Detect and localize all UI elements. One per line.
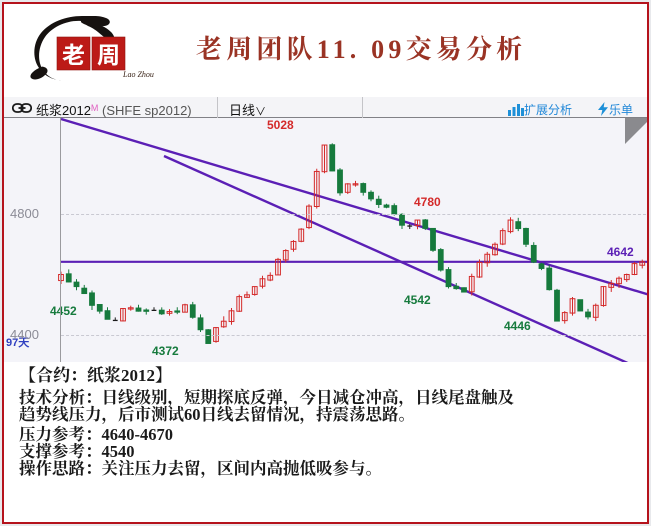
svg-text:周: 周 (97, 36, 120, 70)
svg-text:4642: 4642 (607, 245, 634, 259)
svg-text:5028: 5028 (267, 118, 294, 132)
svg-text:4780: 4780 (414, 195, 441, 209)
svg-text:4372: 4372 (152, 344, 179, 358)
svg-text:4446: 4446 (504, 319, 531, 333)
svg-text:4542: 4542 (404, 293, 431, 307)
svg-text:老: 老 (62, 36, 85, 70)
svg-text:Lao Zhou: Lao Zhou (122, 70, 154, 79)
svg-text:4452: 4452 (50, 304, 77, 318)
